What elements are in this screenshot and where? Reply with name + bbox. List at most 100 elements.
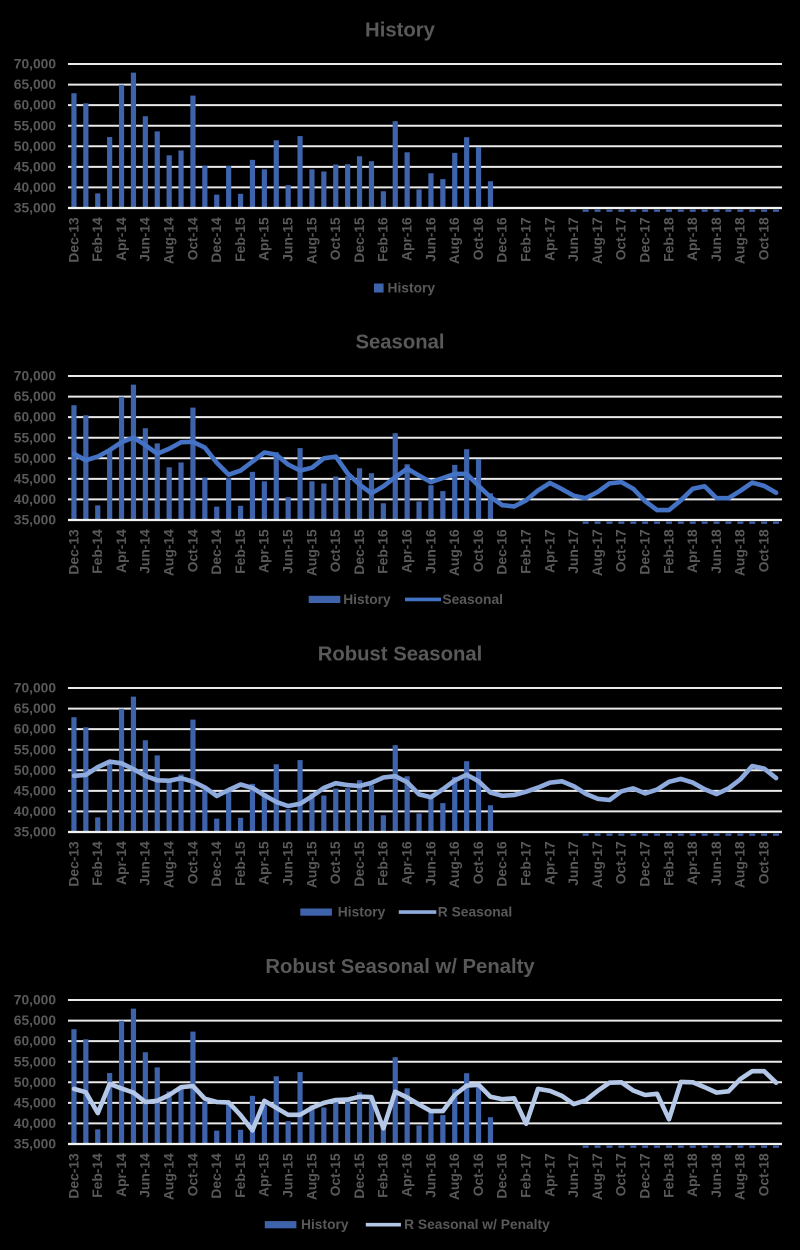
svg-text:Aug-15: Aug-15: [304, 1153, 319, 1200]
svg-text:Aug-15: Aug-15: [304, 529, 319, 576]
svg-text:Feb-16: Feb-16: [376, 217, 391, 262]
svg-text:60,000: 60,000: [14, 1034, 57, 1049]
svg-text:Aug-18: Aug-18: [733, 217, 748, 264]
svg-text:Oct-17: Oct-17: [614, 1153, 629, 1196]
svg-text:Aug-18: Aug-18: [733, 1153, 748, 1200]
svg-text:60,000: 60,000: [14, 410, 57, 425]
svg-text:50,000: 50,000: [14, 139, 57, 154]
svg-text:Oct-16: Oct-16: [471, 841, 486, 884]
svg-text:Aug-17: Aug-17: [590, 841, 605, 888]
svg-text:Apr-17: Apr-17: [542, 841, 557, 885]
svg-text:Jun-18: Jun-18: [709, 1153, 724, 1198]
svg-text:Aug-17: Aug-17: [590, 1153, 605, 1200]
svg-text:Apr-16: Apr-16: [399, 841, 414, 885]
svg-text:Oct-14: Oct-14: [185, 841, 200, 884]
svg-text:Oct-17: Oct-17: [614, 217, 629, 260]
svg-text:Apr-17: Apr-17: [542, 1153, 557, 1197]
svg-text:35,000: 35,000: [14, 825, 57, 840]
svg-text:65,000: 65,000: [14, 77, 57, 92]
svg-text:Oct-16: Oct-16: [471, 217, 486, 260]
svg-text:Jun-15: Jun-15: [280, 841, 295, 886]
svg-text:Jun-17: Jun-17: [566, 1153, 581, 1198]
svg-text:History: History: [343, 592, 391, 607]
svg-text:Oct-18: Oct-18: [756, 1153, 771, 1196]
svg-text:Dec-15: Dec-15: [352, 529, 367, 575]
svg-text:Aug-16: Aug-16: [447, 1153, 462, 1200]
svg-text:Feb-17: Feb-17: [518, 217, 533, 262]
svg-text:70,000: 70,000: [14, 57, 57, 72]
svg-text:55,000: 55,000: [14, 1054, 57, 1069]
svg-text:Jun-17: Jun-17: [566, 217, 581, 262]
svg-text:Feb-16: Feb-16: [376, 841, 391, 886]
svg-text:Dec-15: Dec-15: [352, 841, 367, 887]
svg-text:45,000: 45,000: [14, 160, 57, 175]
svg-text:Oct-18: Oct-18: [756, 217, 771, 260]
svg-text:Apr-17: Apr-17: [542, 529, 557, 573]
svg-text:History: History: [338, 905, 386, 920]
svg-text:Oct-15: Oct-15: [328, 841, 343, 884]
svg-text:Aug-14: Aug-14: [161, 529, 176, 576]
svg-text:Seasonal: Seasonal: [355, 332, 444, 354]
svg-text:Apr-18: Apr-18: [685, 1153, 700, 1197]
svg-text:Jun-17: Jun-17: [566, 529, 581, 574]
svg-text:Oct-15: Oct-15: [328, 1153, 343, 1196]
svg-text:35,000: 35,000: [14, 1137, 57, 1152]
svg-text:70,000: 70,000: [14, 369, 57, 384]
svg-text:Aug-14: Aug-14: [161, 217, 176, 264]
svg-text:History: History: [388, 280, 436, 295]
svg-text:Dec-16: Dec-16: [495, 1153, 510, 1199]
svg-text:Feb-15: Feb-15: [233, 1153, 248, 1198]
svg-text:Apr-17: Apr-17: [542, 217, 557, 261]
svg-text:Jun-17: Jun-17: [566, 841, 581, 886]
svg-text:Oct-15: Oct-15: [328, 217, 343, 260]
svg-text:55,000: 55,000: [14, 118, 57, 133]
svg-text:Dec-17: Dec-17: [637, 529, 652, 575]
svg-text:Feb-14: Feb-14: [90, 217, 105, 262]
svg-text:R Seasonal: R Seasonal: [438, 905, 512, 920]
svg-text:Dec-13: Dec-13: [66, 841, 81, 887]
svg-text:Oct-15: Oct-15: [328, 529, 343, 572]
svg-text:Aug-14: Aug-14: [161, 1153, 176, 1200]
svg-text:Dec-14: Dec-14: [209, 841, 224, 887]
svg-text:Jun-18: Jun-18: [709, 841, 724, 886]
svg-text:Feb-15: Feb-15: [233, 529, 248, 574]
svg-text:Jun-18: Jun-18: [709, 529, 724, 574]
svg-text:Apr-16: Apr-16: [399, 1153, 414, 1197]
svg-text:Dec-14: Dec-14: [209, 1153, 224, 1199]
svg-text:Feb-17: Feb-17: [518, 529, 533, 574]
svg-text:Apr-14: Apr-14: [114, 217, 129, 261]
svg-text:Oct-18: Oct-18: [756, 841, 771, 884]
svg-text:60,000: 60,000: [14, 722, 57, 737]
svg-text:Seasonal: Seasonal: [442, 592, 503, 607]
svg-text:Feb-16: Feb-16: [376, 529, 391, 574]
svg-text:55,000: 55,000: [14, 742, 57, 757]
svg-text:Feb-18: Feb-18: [661, 529, 676, 574]
svg-text:Jun-15: Jun-15: [280, 529, 295, 574]
svg-text:Jun-14: Jun-14: [138, 217, 153, 262]
svg-text:Jun-15: Jun-15: [280, 1153, 295, 1198]
svg-text:Aug-16: Aug-16: [447, 217, 462, 264]
svg-text:Dec-16: Dec-16: [495, 841, 510, 887]
svg-text:Oct-14: Oct-14: [185, 217, 200, 260]
svg-text:40,000: 40,000: [14, 180, 57, 195]
svg-text:Dec-15: Dec-15: [352, 1153, 367, 1199]
svg-text:Dec-13: Dec-13: [66, 529, 81, 575]
svg-text:Feb-18: Feb-18: [661, 1153, 676, 1198]
svg-text:Dec-16: Dec-16: [495, 529, 510, 575]
svg-text:Jun-15: Jun-15: [280, 217, 295, 262]
svg-text:Apr-14: Apr-14: [114, 1153, 129, 1197]
svg-text:Dec-16: Dec-16: [495, 217, 510, 263]
svg-text:40,000: 40,000: [14, 1116, 57, 1131]
svg-text:Jun-14: Jun-14: [138, 1153, 153, 1198]
svg-text:Dec-15: Dec-15: [352, 217, 367, 263]
svg-text:70,000: 70,000: [14, 681, 57, 696]
svg-text:Feb-15: Feb-15: [233, 217, 248, 262]
svg-text:Aug-16: Aug-16: [447, 841, 462, 888]
svg-text:Aug-17: Aug-17: [590, 529, 605, 576]
svg-text:Aug-14: Aug-14: [161, 841, 176, 888]
svg-text:Jun-14: Jun-14: [138, 841, 153, 886]
svg-text:Aug-18: Aug-18: [733, 841, 748, 888]
svg-text:Jun-16: Jun-16: [423, 529, 438, 574]
svg-text:35,000: 35,000: [14, 513, 57, 528]
svg-text:Jun-16: Jun-16: [423, 217, 438, 262]
